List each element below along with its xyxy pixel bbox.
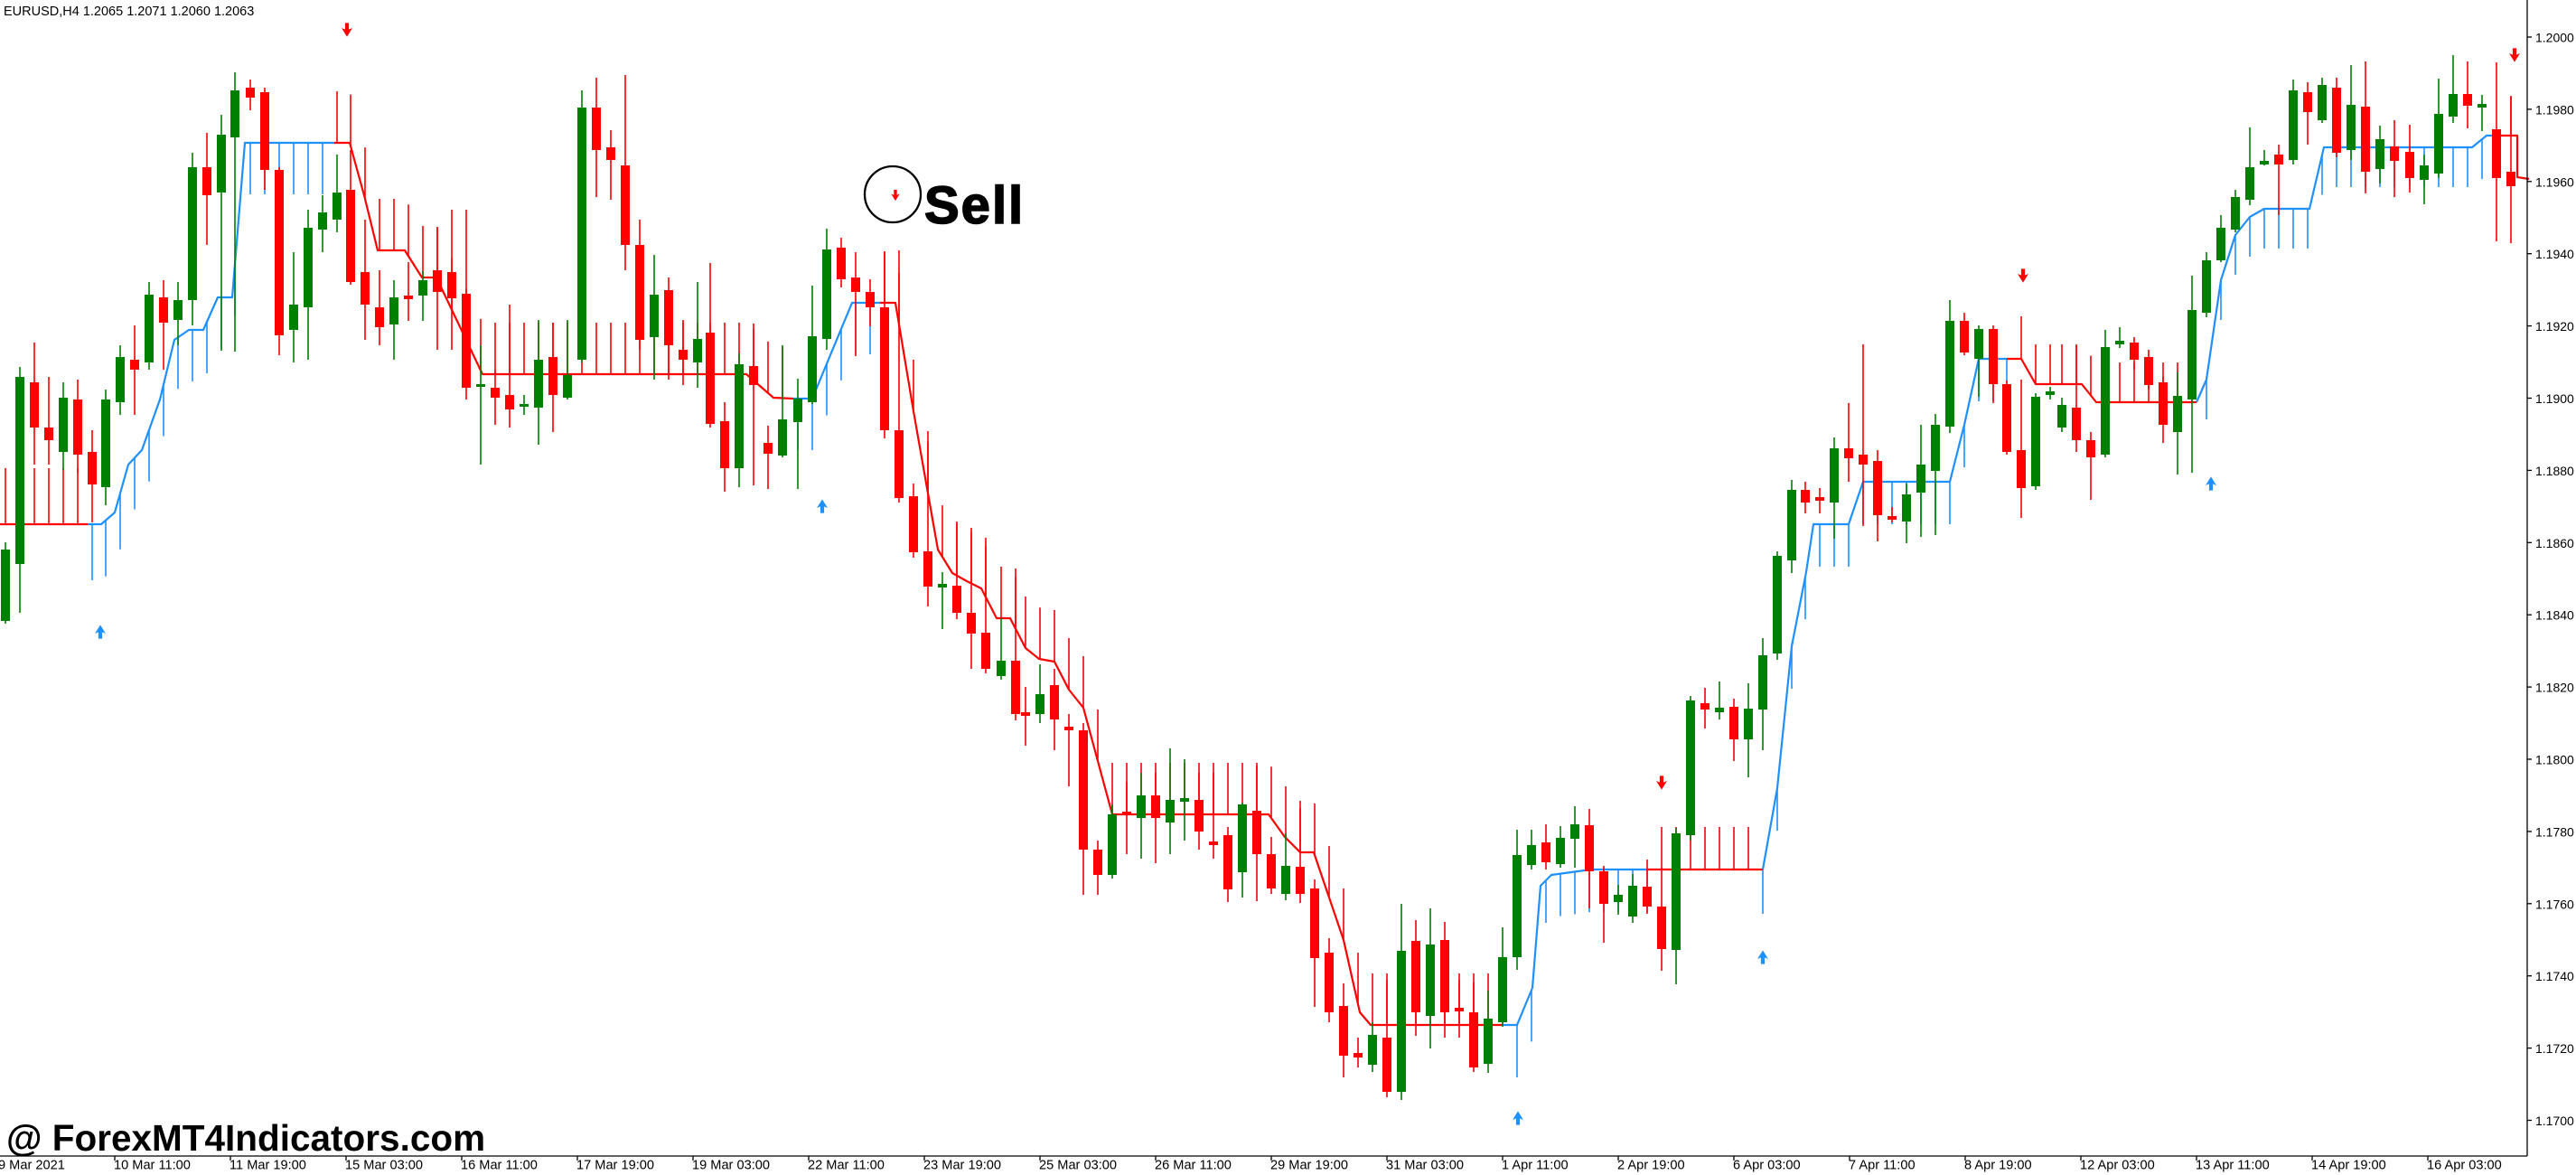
svg-text:6 Apr 03:00: 6 Apr 03:00: [1733, 1159, 1801, 1173]
svg-text:26 Mar 11:00: 26 Mar 11:00: [1155, 1159, 1232, 1173]
svg-text:1.1760: 1.1760: [2535, 897, 2574, 911]
svg-text:16 Apr 03:00: 16 Apr 03:00: [2427, 1159, 2502, 1173]
svg-text:12 Apr 03:00: 12 Apr 03:00: [2080, 1159, 2155, 1173]
svg-text:31 Mar 03:00: 31 Mar 03:00: [1386, 1159, 1464, 1173]
svg-text:1.1860: 1.1860: [2535, 536, 2574, 550]
svg-text:22 Mar 11:00: 22 Mar 11:00: [808, 1159, 885, 1173]
svg-text:23 Mar 19:00: 23 Mar 19:00: [923, 1159, 1001, 1173]
svg-text:1 Apr 11:00: 1 Apr 11:00: [1502, 1159, 1569, 1173]
svg-text:EURUSD,H4 1.2065 1.2071 1.206: EURUSD,H4 1.2065 1.2071 1.2060 1.2063: [4, 5, 254, 19]
svg-text:1.1980: 1.1980: [2535, 102, 2574, 117]
svg-text:15 Mar 03:00: 15 Mar 03:00: [345, 1159, 423, 1173]
svg-text:19 Mar 03:00: 19 Mar 03:00: [692, 1159, 770, 1173]
svg-text:@ ForexMT4Indicators.com: @ ForexMT4Indicators.com: [6, 1117, 485, 1159]
svg-text:16 Mar 11:00: 16 Mar 11:00: [461, 1159, 538, 1173]
svg-text:1.1920: 1.1920: [2535, 319, 2574, 334]
svg-text:9 Mar 2021: 9 Mar 2021: [0, 1159, 65, 1173]
svg-text:17 Mar 19:00: 17 Mar 19:00: [576, 1159, 654, 1173]
svg-text:14 Apr 19:00: 14 Apr 19:00: [2311, 1159, 2386, 1173]
svg-text:Sell: Sell: [924, 176, 1025, 235]
svg-text:1.2000: 1.2000: [2535, 31, 2574, 45]
svg-text:13 Apr 11:00: 13 Apr 11:00: [2196, 1159, 2270, 1173]
svg-text:7 Apr 11:00: 7 Apr 11:00: [1849, 1159, 1916, 1173]
svg-text:2 Apr 19:00: 2 Apr 19:00: [1617, 1159, 1685, 1173]
svg-text:1.1700: 1.1700: [2535, 1114, 2574, 1128]
svg-text:11 Mar 19:00: 11 Mar 19:00: [229, 1159, 306, 1173]
svg-text:1.1880: 1.1880: [2535, 464, 2574, 478]
svg-text:1.1800: 1.1800: [2535, 753, 2574, 767]
svg-text:1.1960: 1.1960: [2535, 174, 2574, 189]
svg-text:1.1940: 1.1940: [2535, 247, 2574, 261]
svg-text:25 Mar 03:00: 25 Mar 03:00: [1039, 1159, 1117, 1173]
svg-text:10 Mar 11:00: 10 Mar 11:00: [114, 1159, 191, 1173]
svg-text:1.1780: 1.1780: [2535, 824, 2574, 839]
svg-text:1.1820: 1.1820: [2535, 681, 2574, 695]
svg-text:1.1740: 1.1740: [2535, 969, 2574, 983]
svg-text:8 Apr 19:00: 8 Apr 19:00: [1964, 1159, 2032, 1173]
svg-text:1.1720: 1.1720: [2535, 1041, 2574, 1056]
svg-text:1.1900: 1.1900: [2535, 391, 2574, 406]
svg-text:29 Mar 19:00: 29 Mar 19:00: [1270, 1159, 1348, 1173]
svg-text:1.1840: 1.1840: [2535, 608, 2574, 623]
